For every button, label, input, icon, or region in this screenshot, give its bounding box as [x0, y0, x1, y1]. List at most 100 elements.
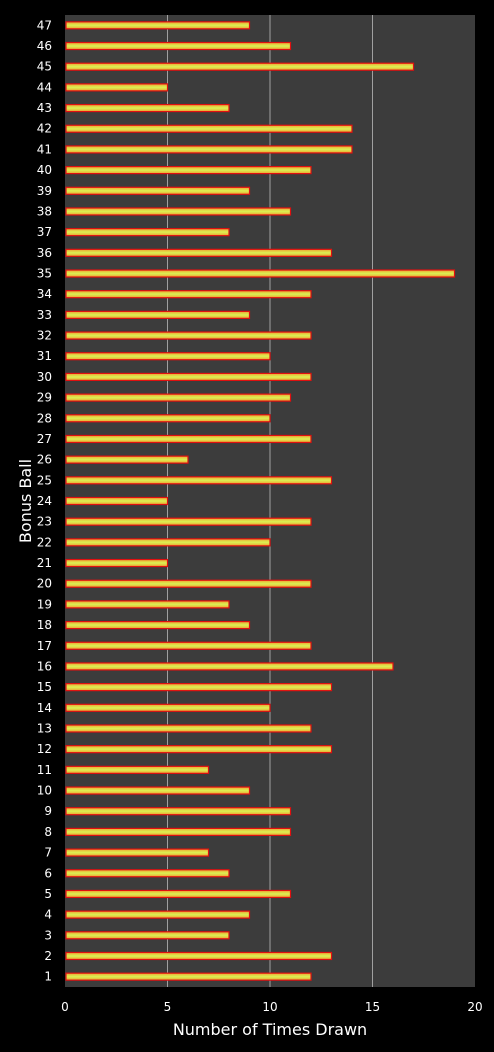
bar-33	[65, 310, 251, 319]
y-tick-label: 36	[37, 246, 52, 260]
y-tick-label: 45	[37, 60, 52, 74]
bar-24	[65, 496, 169, 506]
y-tick-label: 13	[37, 721, 52, 735]
bar-36	[65, 248, 333, 257]
bar-28	[65, 414, 271, 423]
y-tick-label: 40	[37, 163, 52, 177]
y-axis-title: Bonus Ball	[16, 459, 35, 543]
y-tick-label: 22	[37, 535, 52, 549]
bar-32	[65, 331, 312, 340]
y-tick-label: 2	[44, 949, 52, 963]
y-tick-label: 41	[37, 142, 52, 156]
y-tick-label: 29	[37, 391, 52, 405]
y-tick-label: 7	[44, 846, 52, 860]
bar-4	[65, 910, 251, 919]
bar-45	[65, 62, 415, 71]
y-tick-label: 32	[37, 329, 52, 343]
y-tick-label: 15	[37, 680, 52, 694]
bar-6	[65, 869, 230, 878]
y-tick-label: 16	[37, 659, 52, 673]
y-tick-label: 11	[37, 763, 52, 777]
y-tick-label: 20	[37, 577, 52, 591]
bar-37	[65, 228, 230, 237]
y-tick-label: 35	[37, 267, 52, 281]
bar-9	[65, 807, 292, 816]
bar-14	[65, 703, 271, 712]
y-tick-label: 19	[37, 597, 52, 611]
y-tick-label: 4	[44, 908, 52, 922]
y-tick-label: 17	[37, 639, 52, 653]
bar-12	[65, 745, 333, 754]
bar-21	[65, 558, 169, 568]
y-tick-label: 14	[37, 701, 52, 715]
y-tick-label: 46	[37, 39, 52, 53]
y-tick-label: 12	[37, 742, 52, 756]
y-tick-label: 37	[37, 225, 52, 239]
y-tick-label: 47	[37, 18, 52, 32]
y-tick-label: 10	[37, 784, 52, 798]
bar-16	[65, 662, 394, 671]
y-tick-label: 27	[37, 432, 52, 446]
bar-44	[65, 83, 169, 92]
x-tick-label: 20	[467, 1000, 482, 1014]
bar-35	[65, 269, 456, 278]
y-tick-label: 26	[37, 453, 52, 467]
y-tick-label: 5	[44, 887, 52, 901]
bar-23	[65, 517, 312, 526]
bar-17	[65, 641, 312, 650]
y-tick-label: 43	[37, 101, 52, 115]
y-tick-label: 30	[37, 370, 52, 384]
bar-3	[65, 931, 230, 940]
x-tick-label: 0	[61, 1000, 69, 1014]
bar-30	[65, 372, 312, 382]
bar-22	[65, 538, 271, 547]
bar-10	[65, 786, 251, 795]
x-tick-label: 10	[262, 1000, 277, 1014]
y-tick-label: 28	[37, 411, 52, 425]
bar-18	[65, 620, 251, 630]
y-tick-label: 6	[44, 866, 52, 880]
bar-42	[65, 124, 353, 133]
y-tick-label: 25	[37, 473, 52, 487]
bar-31	[65, 352, 271, 361]
bar-1	[65, 972, 312, 981]
y-tick-label: 21	[37, 556, 52, 570]
x-tick-labels: 0 5 10 15 20	[61, 1000, 482, 1014]
bar-2	[65, 951, 333, 961]
bar-15	[65, 683, 333, 692]
x-axis-title: Number of Times Drawn	[173, 1020, 367, 1039]
y-tick-label: 1	[44, 970, 52, 984]
x-tick-label: 5	[164, 1000, 172, 1014]
bar-20	[65, 579, 312, 588]
bar-47	[65, 21, 251, 30]
bar-25	[65, 476, 333, 485]
y-tick-label: 44	[37, 80, 52, 94]
bar-41	[65, 145, 353, 154]
y-tick-label: 38	[37, 204, 52, 218]
bar-43	[65, 103, 230, 113]
bar-46	[65, 41, 292, 51]
bar-8	[65, 827, 292, 836]
y-tick-label: 18	[37, 618, 52, 632]
y-tick-label: 42	[37, 122, 52, 136]
y-tick-labels: 1234567891011121314151617181920212223242…	[37, 18, 52, 983]
x-tick-label: 15	[365, 1000, 380, 1014]
bar-39	[65, 186, 251, 195]
bar-11	[65, 765, 210, 774]
y-tick-label: 24	[37, 494, 52, 508]
y-tick-label: 9	[44, 804, 52, 818]
y-tick-label: 3	[44, 928, 52, 942]
bar-26	[65, 455, 189, 464]
y-tick-label: 39	[37, 184, 52, 198]
y-tick-label: 23	[37, 515, 52, 529]
bar-27	[65, 434, 312, 444]
bar-13	[65, 724, 312, 733]
bar-34	[65, 290, 312, 299]
y-tick-label: 33	[37, 308, 52, 322]
bar-38	[65, 207, 292, 216]
bar-19	[65, 600, 230, 609]
y-tick-label: 34	[37, 287, 52, 301]
bar-5	[65, 889, 292, 899]
bar-29	[65, 393, 292, 402]
